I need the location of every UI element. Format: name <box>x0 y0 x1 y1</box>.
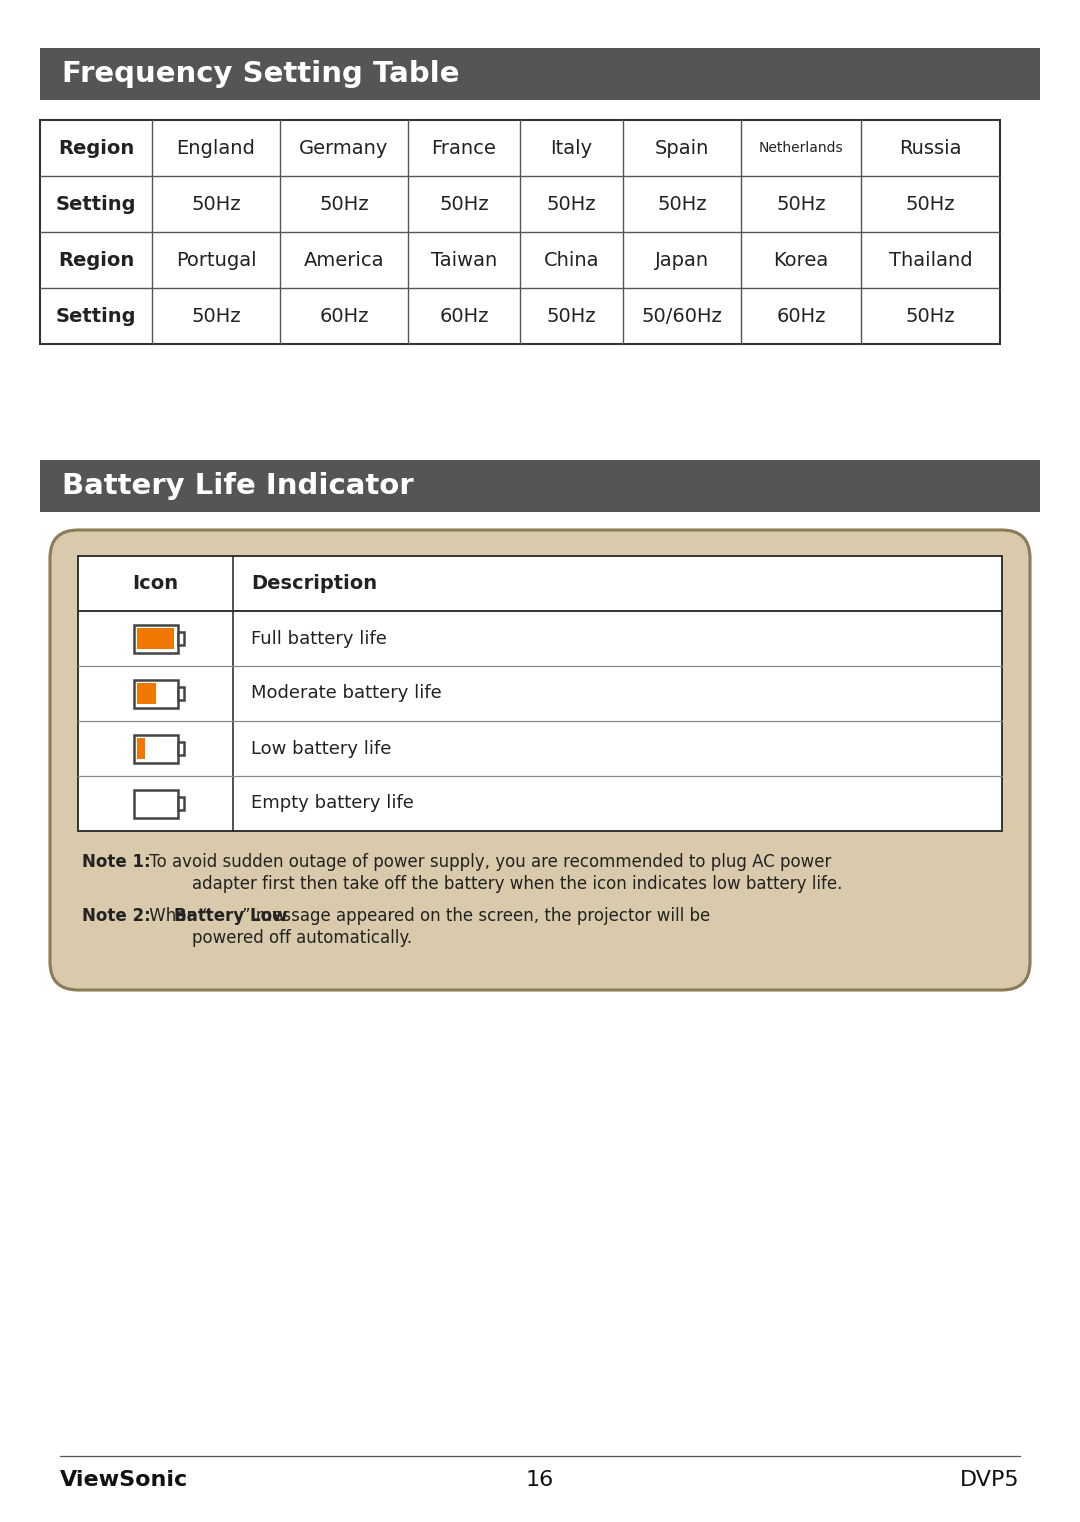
Bar <box>78 556 1002 831</box>
Bar <box>177 632 184 645</box>
Text: Netherlands: Netherlands <box>758 142 843 155</box>
Bar <box>134 679 177 708</box>
Bar <box>134 790 177 817</box>
Bar <box>40 460 1040 511</box>
Text: France: France <box>432 139 497 157</box>
Text: 50Hz: 50Hz <box>777 195 826 213</box>
Text: Description: Description <box>251 574 377 594</box>
Text: 50/60Hz: 50/60Hz <box>642 306 723 326</box>
Text: Moderate battery life: Moderate battery life <box>251 685 442 703</box>
Text: Region: Region <box>58 139 134 157</box>
Text: Empty battery life: Empty battery life <box>251 794 414 813</box>
Text: Italy: Italy <box>551 139 593 157</box>
Text: Spain: Spain <box>654 139 710 157</box>
Text: 50Hz: 50Hz <box>191 306 241 326</box>
Text: When “: When “ <box>144 907 211 925</box>
Text: adapter first then take off the battery when the icon indicates low battery life: adapter first then take off the battery … <box>192 875 842 893</box>
Text: Low battery life: Low battery life <box>251 740 391 758</box>
Text: Battery Life Indicator: Battery Life Indicator <box>62 472 414 501</box>
Text: 50Hz: 50Hz <box>546 306 596 326</box>
Bar <box>177 743 184 755</box>
Text: China: China <box>543 251 599 269</box>
Text: Thailand: Thailand <box>889 251 972 269</box>
Text: Setting: Setting <box>56 195 136 213</box>
Bar <box>40 49 1040 100</box>
Bar <box>177 686 184 700</box>
Text: 50Hz: 50Hz <box>906 195 956 213</box>
Bar <box>177 798 184 810</box>
Text: England: England <box>176 139 256 157</box>
Text: 50Hz: 50Hz <box>906 306 956 326</box>
Text: Russia: Russia <box>900 139 962 157</box>
Text: ” message appeared on the screen, the projector will be: ” message appeared on the screen, the pr… <box>242 907 711 925</box>
FancyBboxPatch shape <box>50 530 1030 989</box>
Text: Icon: Icon <box>133 574 178 594</box>
Text: Full battery life: Full battery life <box>251 630 387 647</box>
Text: Japan: Japan <box>654 251 710 269</box>
Bar <box>137 738 145 759</box>
Text: Taiwan: Taiwan <box>431 251 497 269</box>
Text: DVP5: DVP5 <box>960 1470 1020 1490</box>
Text: 50Hz: 50Hz <box>320 195 368 213</box>
Text: America: America <box>303 251 384 269</box>
Text: 16: 16 <box>526 1470 554 1490</box>
Text: To avoid sudden outage of power supply, you are recommended to plug AC power: To avoid sudden outage of power supply, … <box>144 852 832 871</box>
Text: 60Hz: 60Hz <box>777 306 826 326</box>
Text: Portugal: Portugal <box>176 251 256 269</box>
Text: ViewSonic: ViewSonic <box>60 1470 188 1490</box>
Text: Note 2:: Note 2: <box>82 907 151 925</box>
Text: Region: Region <box>58 251 134 269</box>
Text: 60Hz: 60Hz <box>440 306 489 326</box>
Text: 50Hz: 50Hz <box>440 195 489 213</box>
Bar <box>137 629 174 648</box>
Text: Setting: Setting <box>56 306 136 326</box>
Bar <box>134 624 177 653</box>
Text: Korea: Korea <box>773 251 828 269</box>
Text: 50Hz: 50Hz <box>658 195 706 213</box>
Text: Germany: Germany <box>299 139 389 157</box>
Bar <box>134 735 177 763</box>
Text: powered off automatically.: powered off automatically. <box>192 928 413 947</box>
Text: 50Hz: 50Hz <box>191 195 241 213</box>
Text: Note 1:: Note 1: <box>82 852 150 871</box>
Bar <box>137 683 156 705</box>
Bar <box>40 120 1000 344</box>
Text: Battery Low: Battery Low <box>174 907 287 925</box>
Text: Frequency Setting Table: Frequency Setting Table <box>62 59 459 88</box>
Text: 60Hz: 60Hz <box>320 306 368 326</box>
Text: 50Hz: 50Hz <box>546 195 596 213</box>
